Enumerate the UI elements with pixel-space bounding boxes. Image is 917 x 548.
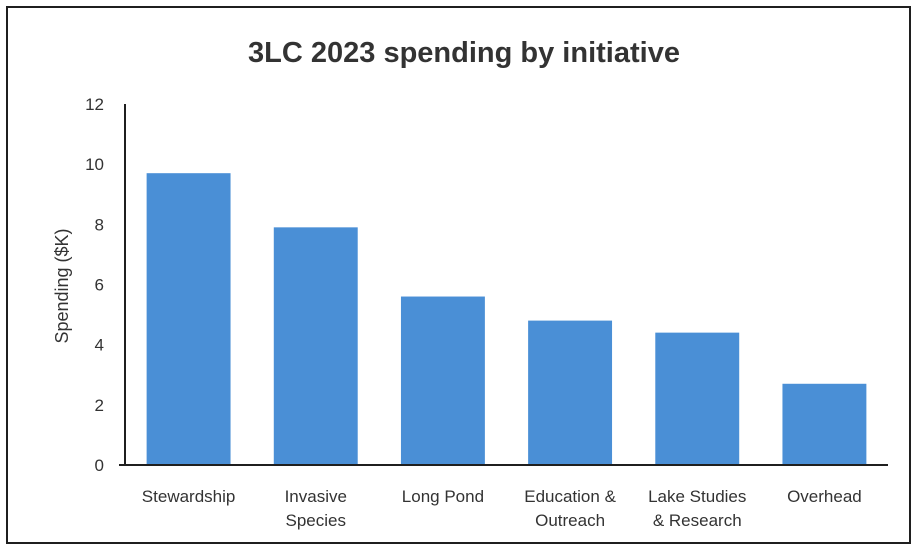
y-tick-label: 6 xyxy=(95,276,104,295)
x-tick-label: Overhead xyxy=(787,487,862,506)
y-tick-label: 12 xyxy=(85,95,104,114)
y-tick-label: 8 xyxy=(95,215,104,234)
y-tick-label: 0 xyxy=(95,456,104,475)
bar xyxy=(146,173,231,466)
bar xyxy=(273,227,358,465)
x-axis-labels: Stewardship Invasive Species Long Pond Educa… xyxy=(142,487,862,530)
y-tick-label: 4 xyxy=(95,336,104,355)
x-tick-label-line: & Research xyxy=(653,511,742,530)
y-axis-label: Spending ($K) xyxy=(52,228,72,343)
bar xyxy=(528,320,613,465)
x-tick-label-line: Invasive xyxy=(285,487,347,506)
bar xyxy=(400,296,485,465)
x-tick-label: Education & Outreach xyxy=(524,487,616,530)
bars xyxy=(146,173,867,466)
y-tick-label: 2 xyxy=(95,396,104,415)
axes xyxy=(119,104,888,466)
x-tick-label: Invasive Species xyxy=(285,487,347,530)
x-tick-label-line: Stewardship xyxy=(142,487,236,506)
y-axis-ticks: 0 2 4 6 8 10 12 xyxy=(85,95,104,475)
x-tick-label-line: Education & xyxy=(524,487,616,506)
x-tick-label-line: Outreach xyxy=(535,511,605,530)
y-tick-label: 10 xyxy=(85,155,104,174)
x-tick-label-line: Species xyxy=(286,511,346,530)
x-tick-label: Lake Studies & Research xyxy=(648,487,746,530)
bar xyxy=(655,332,740,465)
x-tick-label: Long Pond xyxy=(402,487,484,506)
bar xyxy=(782,383,867,465)
x-tick-label: Stewardship xyxy=(142,487,236,506)
x-tick-label-line: Lake Studies xyxy=(648,487,746,506)
x-tick-label-line: Overhead xyxy=(787,487,862,506)
chart-title: 3LC 2023 spending by initiative xyxy=(248,37,680,69)
x-tick-label-line: Long Pond xyxy=(402,487,484,506)
